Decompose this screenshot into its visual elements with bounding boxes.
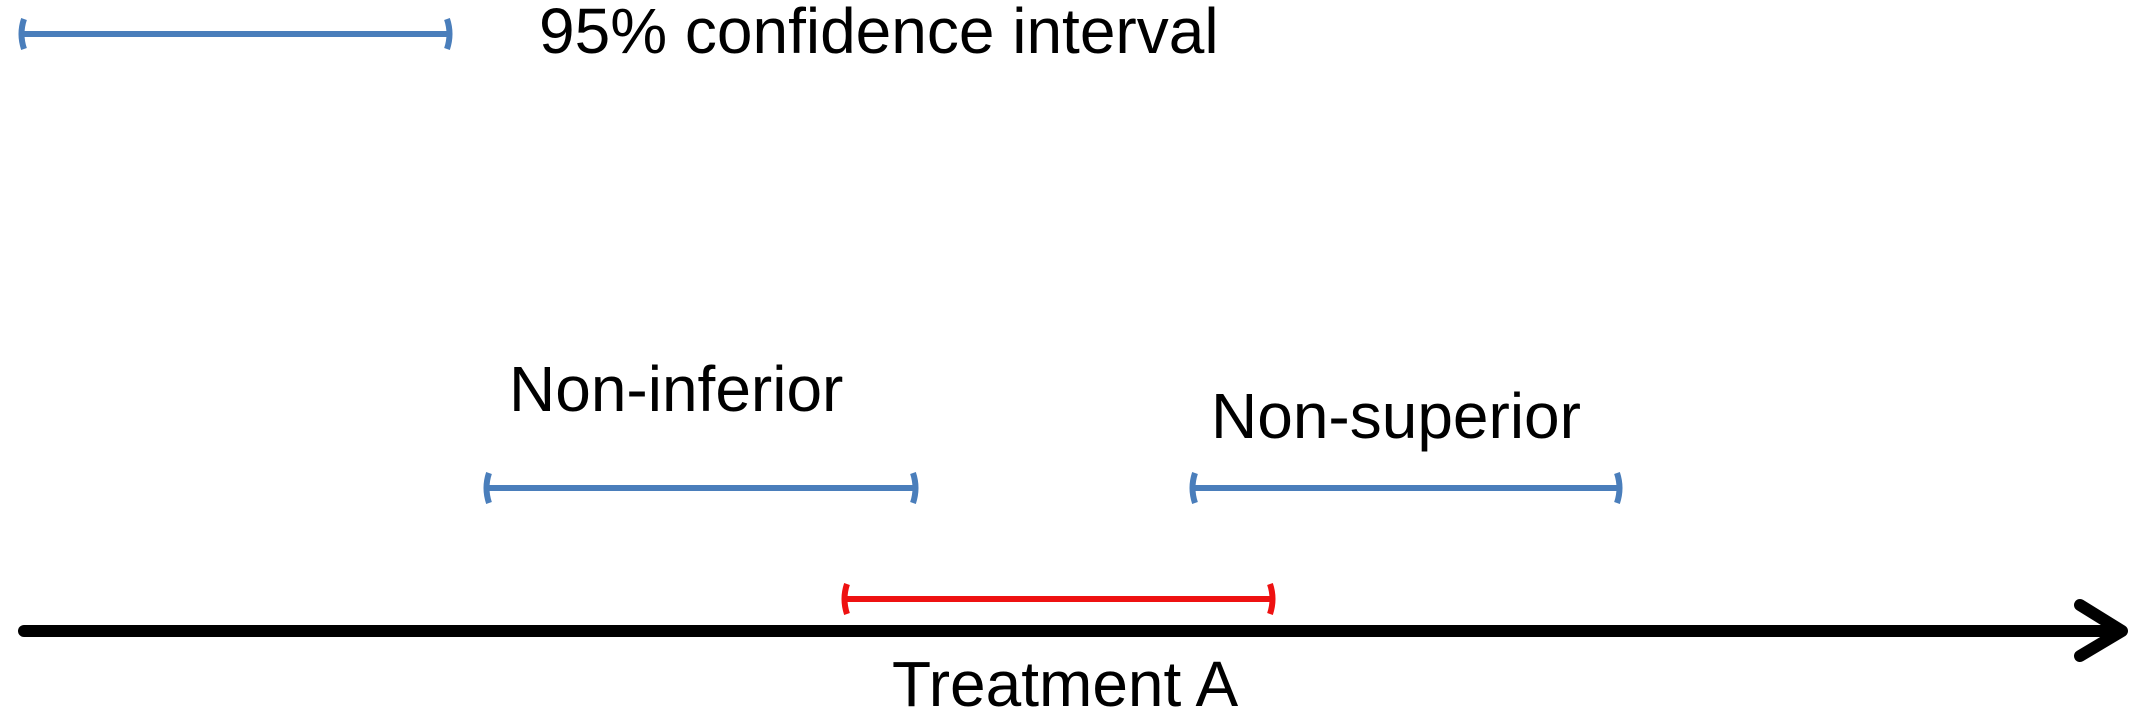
- axis-arrow: [18, 599, 2128, 662]
- legend-interval: [18, 18, 453, 50]
- non-superior-label: Non-superior: [1211, 380, 1581, 452]
- legend-label: 95% confidence interval: [539, 0, 1219, 67]
- treatment-interval: [841, 583, 1276, 615]
- non-inferior-label: Non-inferior: [509, 353, 843, 425]
- axis-label: Treatment A: [892, 648, 1239, 717]
- non-inferior-interval: [483, 472, 919, 504]
- non-superior-interval: [1189, 472, 1623, 504]
